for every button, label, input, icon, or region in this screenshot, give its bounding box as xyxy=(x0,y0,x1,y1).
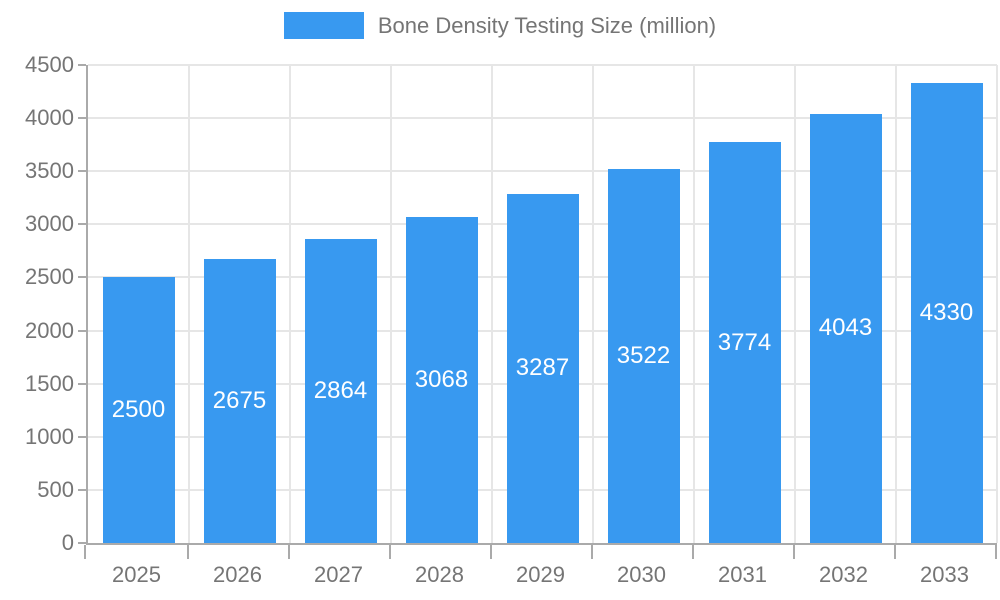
x-axis-tick xyxy=(288,545,290,559)
y-tick-label: 1000 xyxy=(25,423,74,449)
legend-swatch-icon xyxy=(283,12,364,39)
bar: 3774 xyxy=(708,142,781,543)
gridline-vertical xyxy=(895,65,897,543)
bar: 3522 xyxy=(607,168,680,543)
gridline-horizontal xyxy=(88,170,997,173)
x-axis-tick xyxy=(995,545,997,559)
bar-value-label: 2500 xyxy=(111,396,166,424)
legend-label: Bone Density Testing Size (million) xyxy=(377,12,717,38)
gridline-vertical xyxy=(188,65,190,543)
bar: 2675 xyxy=(203,258,276,543)
x-axis-tick xyxy=(187,545,189,559)
bar-value-label: 2864 xyxy=(313,376,368,404)
bar: 3068 xyxy=(405,217,478,543)
y-axis-tick xyxy=(78,542,86,544)
gridline-vertical xyxy=(996,65,998,543)
x-axis-tick xyxy=(389,545,391,559)
x-tick-label: 2028 xyxy=(415,562,464,587)
gridline-vertical xyxy=(794,65,796,543)
y-tick-label: 500 xyxy=(37,476,74,502)
x-tick-label: 2033 xyxy=(920,562,969,587)
y-axis-tick xyxy=(78,276,86,279)
x-tick-label: 2030 xyxy=(617,562,666,587)
y-axis-tick xyxy=(78,435,86,438)
gridline-vertical xyxy=(289,65,291,543)
x-tick-label: 2029 xyxy=(516,562,565,587)
y-tick-label: 3000 xyxy=(25,211,74,237)
y-axis-tick xyxy=(78,382,86,385)
y-tick-label: 2500 xyxy=(25,264,74,290)
x-tick-label: 2031 xyxy=(718,562,767,587)
y-axis-tick xyxy=(78,117,86,120)
y-axis-tick xyxy=(78,223,86,226)
plot-area: 2500 2675 2864 3068 3287 3522 3774 4043 4330 xyxy=(86,64,998,545)
y-tick-label: 4500 xyxy=(25,52,74,77)
x-axis-tick xyxy=(793,545,795,559)
bar: 2500 xyxy=(102,277,175,543)
bar-value-label: 4330 xyxy=(919,299,974,327)
x-axis-tick xyxy=(490,545,492,559)
x-axis-tick xyxy=(84,545,86,559)
bar: 4043 xyxy=(809,113,882,543)
legend[interactable]: Bone Density Testing Size (million) xyxy=(0,12,1000,39)
y-axis-tick xyxy=(78,329,86,332)
bar: 2864 xyxy=(304,238,377,543)
bar: 4330 xyxy=(910,83,983,543)
y-tick-label: 3500 xyxy=(25,158,74,184)
gridline-vertical xyxy=(491,65,493,543)
y-tick-label: 4000 xyxy=(25,105,74,131)
gridline-vertical xyxy=(592,65,594,543)
x-tick-label: 2027 xyxy=(314,562,363,587)
x-tick-label: 2032 xyxy=(819,562,868,587)
bar-value-label: 3774 xyxy=(717,328,772,356)
x-tick-label: 2026 xyxy=(213,562,262,587)
y-axis-tick xyxy=(78,488,86,491)
bar: 3287 xyxy=(506,193,579,543)
bar-value-label: 3287 xyxy=(515,354,570,382)
gridline-horizontal xyxy=(88,64,997,66)
x-tick-label: 2025 xyxy=(112,562,161,587)
bar-value-label: 4043 xyxy=(818,314,873,342)
bar-value-label: 2675 xyxy=(212,386,267,414)
y-axis-tick xyxy=(78,64,86,66)
y-tick-label: 1500 xyxy=(25,370,74,396)
x-axis-tick xyxy=(591,545,593,559)
gridline-vertical xyxy=(390,65,392,543)
gridline-horizontal xyxy=(88,117,997,120)
x-axis-tick xyxy=(692,545,694,559)
y-tick-label: 0 xyxy=(61,530,74,555)
gridline-vertical xyxy=(693,65,695,543)
y-axis-tick xyxy=(78,170,86,173)
y-tick-label: 2000 xyxy=(25,317,74,343)
bar-value-label: 3522 xyxy=(616,341,671,369)
x-axis-tick xyxy=(894,545,896,559)
bar-value-label: 3068 xyxy=(414,366,469,394)
